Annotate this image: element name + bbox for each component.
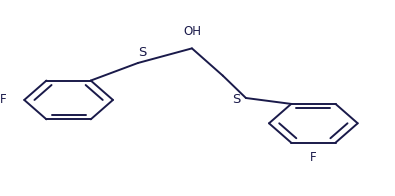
Text: OH: OH — [183, 25, 201, 38]
Text: S: S — [138, 46, 147, 59]
Text: S: S — [233, 93, 241, 106]
Text: F: F — [310, 152, 317, 164]
Text: F: F — [0, 93, 7, 106]
